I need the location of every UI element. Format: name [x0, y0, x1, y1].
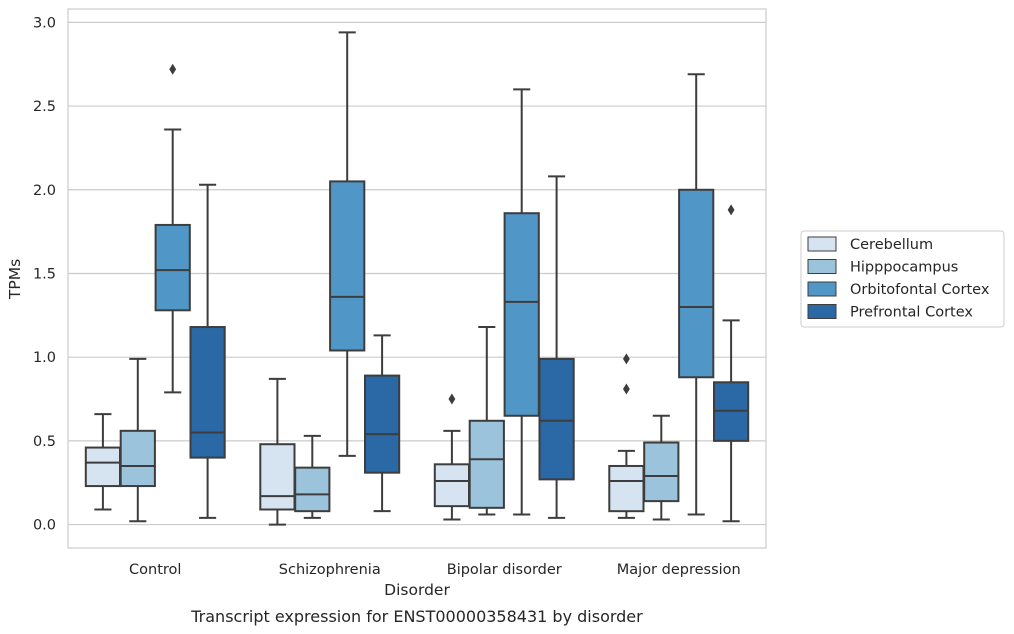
box: [329, 180, 366, 352]
box: [643, 441, 680, 503]
box: [678, 188, 715, 379]
box: [259, 443, 296, 511]
box-group: [678, 73, 715, 516]
box: [538, 357, 575, 481]
box: [294, 466, 331, 513]
legend-swatch: [807, 304, 837, 319]
box-group: [643, 414, 680, 521]
box: [154, 223, 191, 312]
legend-swatch: [807, 281, 837, 297]
box: [608, 464, 645, 513]
box: [503, 212, 540, 417]
box: [433, 463, 471, 508]
box-group: [154, 63, 191, 394]
legend-label: Orbitofontal Cortex: [850, 282, 990, 298]
outlier-point: [622, 353, 630, 365]
box-group: [119, 357, 156, 523]
x-tick-label: Major depression: [617, 562, 741, 578]
legend-label: Cerebellum: [850, 237, 933, 253]
y-tick-label: 1.5: [33, 266, 56, 282]
x-tick-label: Control: [129, 562, 181, 578]
outlier-point: [622, 383, 630, 395]
y-tick-labels: 0.0 0.5 1.0 1.5 2.0 2.5 3.0: [33, 15, 56, 533]
x-tick-labels: Control Schizophrenia Bipolar disorder Majo…: [129, 562, 741, 578]
box: [84, 446, 122, 488]
chart-caption: Transcript expression for ENST0000035843…: [190, 607, 643, 626]
legend-frame: [800, 230, 1005, 328]
box-group: [503, 88, 540, 516]
box-group: [468, 326, 505, 516]
box-group: [538, 175, 575, 519]
box: [119, 429, 156, 488]
x-axis-title: Disorder: [384, 581, 450, 599]
legend-swatch: [807, 259, 837, 274]
box-group: [294, 434, 331, 519]
box: [189, 326, 226, 459]
legend-label: Prefrontal Cortex: [850, 305, 973, 321]
boxes: [84, 31, 750, 526]
x-tick-label: Bipolar disorder: [447, 562, 562, 578]
y-tick-label: 1.0: [33, 350, 56, 366]
box-group: [329, 31, 366, 457]
y-tick-label: 0.0: [33, 518, 56, 534]
outlier-point: [727, 204, 735, 216]
outlier-point: [448, 393, 456, 405]
box-group: [433, 393, 471, 521]
legend-label: Hipppocampus: [850, 260, 958, 276]
box-group: [189, 183, 226, 519]
box: [468, 419, 505, 509]
legend: Cerebellum Hipppocampus Orbitofontal Corte…: [800, 230, 1005, 328]
x-tick-label: Schizophrenia: [279, 562, 381, 578]
y-axis-title: TPMs: [6, 259, 24, 300]
legend-swatch: [807, 236, 837, 252]
box: [363, 374, 401, 474]
y-tick-label: 0.5: [33, 434, 56, 450]
box-group: [363, 334, 401, 513]
outlier-point: [169, 63, 177, 75]
plot-frame: [67, 8, 767, 549]
box-group: [608, 353, 645, 519]
box-group: [712, 204, 750, 523]
y-tick-label: 2.5: [33, 99, 56, 115]
y-tick-label: 3.0: [33, 15, 56, 31]
y-tick-label: 2.0: [33, 183, 56, 199]
